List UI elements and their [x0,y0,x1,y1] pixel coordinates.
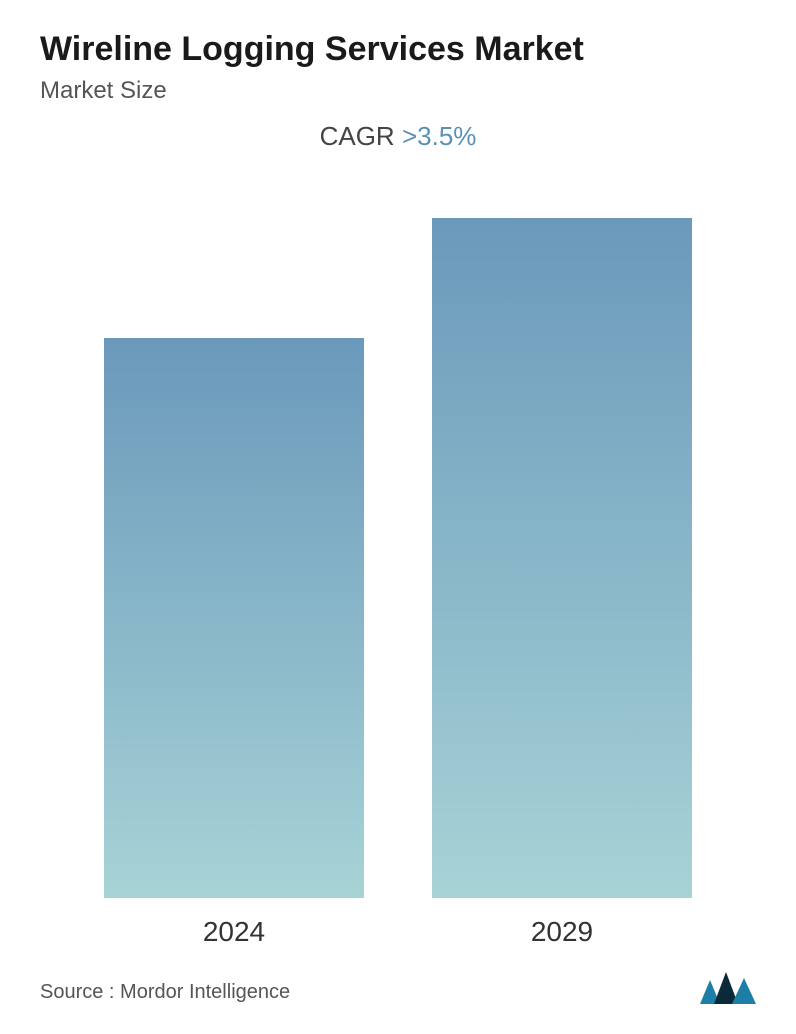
cagr-value: >3.5% [402,121,476,151]
bar-group-1: 2029 [432,212,692,948]
cagr-label: CAGR [320,121,395,151]
chart-container: Wireline Logging Services Market Market … [0,0,796,1034]
logo-icon [700,968,756,1004]
bar-0 [104,338,364,898]
footer: Source : Mordor Intelligence [40,948,756,1014]
cagr-row: CAGR >3.5% [40,121,756,152]
bar-chart: 2024 2029 [40,172,756,948]
bar-1 [432,218,692,898]
source-text: Source : Mordor Intelligence [40,981,290,1004]
bar-group-0: 2024 [104,212,364,948]
bar-label-1: 2029 [531,916,593,948]
page-title: Wireline Logging Services Market [40,30,756,69]
page-subtitle: Market Size [40,77,756,105]
bar-label-0: 2024 [203,916,265,948]
